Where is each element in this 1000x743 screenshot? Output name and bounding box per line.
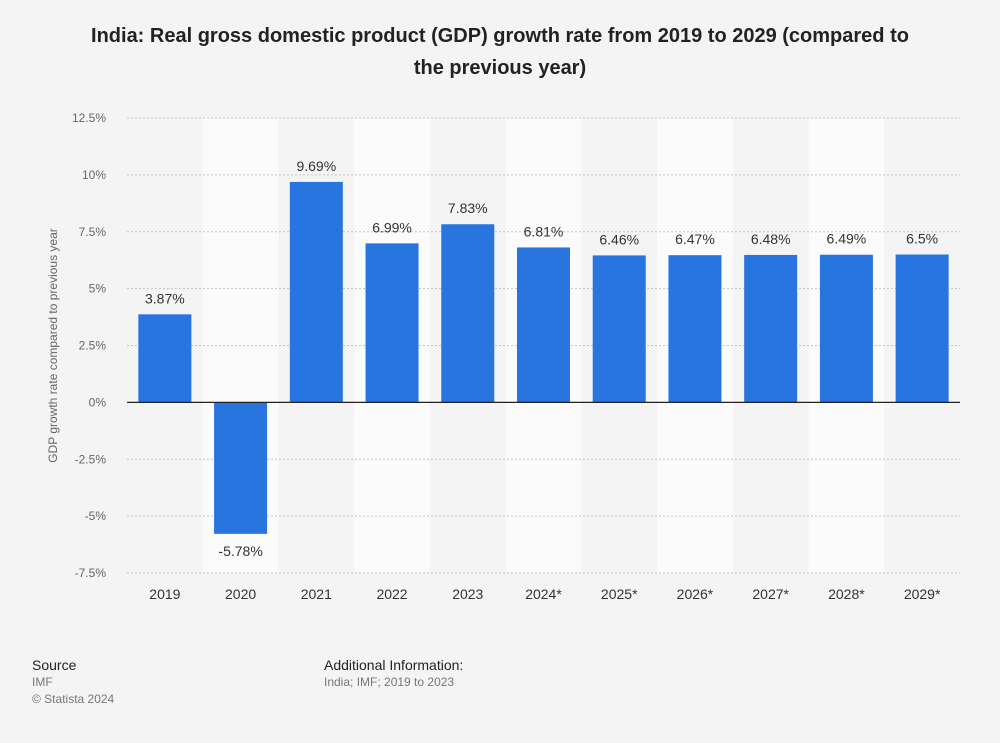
bar	[744, 254, 798, 403]
bar	[214, 402, 268, 534]
x-tick-label: 2021	[301, 586, 332, 602]
source-heading: Source	[32, 657, 77, 673]
bar	[516, 247, 571, 403]
bar	[895, 254, 949, 403]
data-label: -5.78%	[218, 543, 262, 559]
bar	[592, 255, 646, 403]
x-tick-label: 2026*	[677, 586, 714, 602]
chart-title-line-2: the previous year)	[413, 57, 587, 79]
x-tick-label: 2027*	[752, 586, 789, 602]
additional-info-block: Additional Information: India; IMF; 2019…	[324, 657, 463, 691]
y-tick-label: 5%	[89, 282, 107, 296]
bar	[138, 314, 192, 403]
data-label: 7.83%	[448, 200, 488, 216]
additional-info-heading: Additional Information:	[324, 657, 464, 673]
x-tick-label: 2023	[452, 586, 483, 602]
bar	[668, 255, 722, 403]
data-label: 9.69%	[296, 158, 336, 174]
data-label: 6.81%	[524, 223, 564, 239]
data-label: 3.87%	[145, 290, 185, 306]
chart-title: India: Real gross domestic product (GDP)…	[40, 20, 960, 84]
bar	[441, 224, 495, 403]
y-tick-label: 12.5%	[72, 111, 106, 125]
data-label: 6.47%	[675, 231, 715, 247]
y-tick-label: 7.5%	[79, 225, 107, 239]
y-tick-label: -2.5%	[75, 452, 107, 466]
data-label: 6.5%	[906, 231, 938, 247]
bar	[289, 181, 343, 403]
data-label: 6.46%	[599, 231, 639, 247]
bar-chart: 12.5% 10% 7.5% 5% 2.5% 0% -2.5% -5% -7.5% GDP gro…	[46, 111, 960, 602]
x-tick-label: 2024*	[525, 586, 562, 602]
y-tick-label: -7.5%	[75, 566, 107, 580]
data-label: 6.99%	[372, 219, 412, 235]
x-tick-label: 2022	[376, 586, 407, 602]
additional-info-text: India; IMF; 2019 to 2023	[324, 675, 455, 689]
source-block: Source IMF © Statista 2024	[32, 657, 114, 708]
data-label: 6.49%	[827, 231, 867, 247]
x-tick-label: 2029*	[904, 586, 941, 602]
y-axis-label: GDP growth rate compared to previous yea…	[46, 228, 60, 463]
source-line-2: © Statista 2024	[32, 692, 115, 706]
bar	[819, 254, 873, 403]
y-tick-label: -5%	[85, 509, 107, 523]
source-line-1: IMF	[32, 675, 53, 689]
chart-title-line-1: India: Real gross domestic product (GDP)…	[91, 25, 909, 47]
y-tick-label: 10%	[82, 168, 106, 182]
y-tick-label: 2.5%	[79, 339, 107, 353]
x-tick-label: 2025*	[601, 586, 638, 602]
x-tick-label: 2020	[225, 586, 256, 602]
x-tick-label: 2028*	[828, 586, 865, 602]
y-tick-label: 0%	[89, 395, 107, 409]
bar	[365, 243, 419, 403]
x-tick-label: 2019	[149, 586, 180, 602]
data-label: 6.48%	[751, 231, 791, 247]
